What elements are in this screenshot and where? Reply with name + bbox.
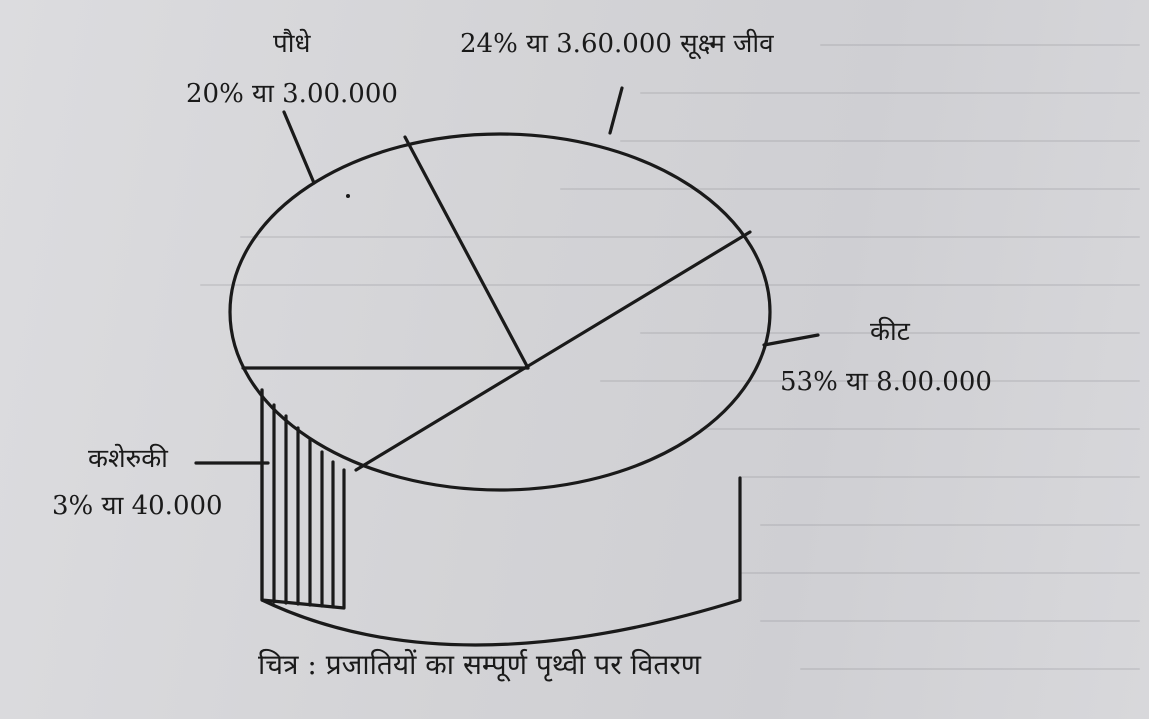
- bleed-through-line: [760, 620, 1140, 622]
- vertebrates-value-label: 3% या 40.000: [52, 491, 223, 521]
- vertebrate-side-slice: [260, 388, 346, 610]
- pie-top-face: [228, 132, 772, 492]
- ink-dot: [346, 194, 350, 198]
- vertebrates-name-label: कशेरुकी: [88, 444, 168, 474]
- bleed-through-line: [240, 236, 1140, 238]
- leader-line-plants: [282, 110, 316, 185]
- bleed-through-line: [700, 428, 1140, 430]
- slice-edge-plants-microbes: [403, 135, 530, 370]
- insects-name-label: कीट: [870, 317, 910, 347]
- leader-line-insects: [762, 333, 820, 347]
- bleed-through-line: [640, 332, 1140, 334]
- bleed-through-line: [600, 380, 1140, 382]
- bleed-through-line: [760, 524, 1140, 526]
- bleed-through-line: [820, 44, 1140, 46]
- figure-caption: चित्र : प्रजातियों का सम्पूर्ण पृथ्वी पर…: [258, 648, 702, 681]
- pie-side-wall: [260, 388, 742, 647]
- bleed-through-line: [800, 668, 1140, 670]
- plants-value-label: 20% या 3.00.000: [186, 79, 398, 109]
- microbes-value-label: 24% या 3.60.000 सूक्ष्म जीव: [460, 29, 774, 59]
- bleed-through-line: [560, 188, 1140, 190]
- bleed-through-line: [620, 140, 1140, 142]
- insects-value-label: 53% या 8.00.000: [780, 367, 992, 397]
- plants-name-label: पौधे: [273, 29, 311, 59]
- bleed-through-line: [740, 476, 1140, 478]
- bleed-through-line: [740, 572, 1140, 574]
- slice-edge-microbes-insects: [354, 230, 752, 472]
- bleed-through-line: [200, 284, 1140, 286]
- bleed-through-line: [640, 92, 1140, 94]
- leader-line-microbes: [608, 86, 624, 135]
